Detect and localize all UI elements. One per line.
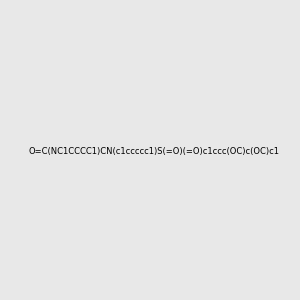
Text: O=C(NC1CCCC1)CN(c1ccccc1)S(=O)(=O)c1ccc(OC)c(OC)c1: O=C(NC1CCCC1)CN(c1ccccc1)S(=O)(=O)c1ccc(… [28,147,279,156]
